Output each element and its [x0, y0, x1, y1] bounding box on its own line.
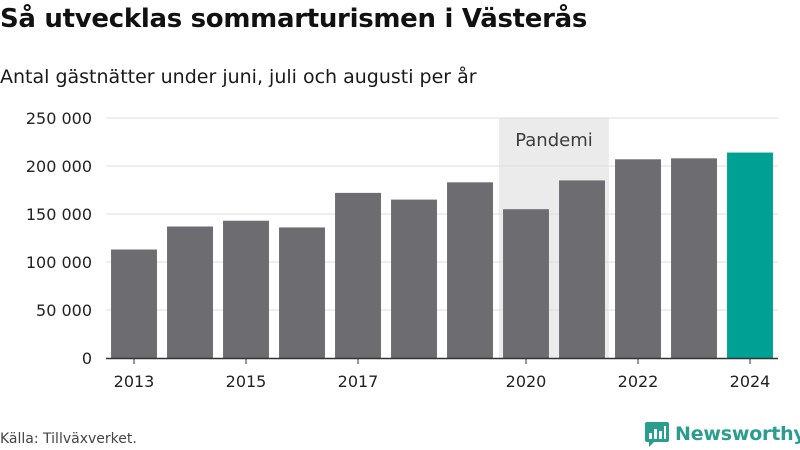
y-tick-label: 150 000: [26, 205, 92, 224]
chart-title: Så utvecklas sommarturismen i Västerås: [0, 4, 588, 34]
bar-2017: [335, 192, 381, 358]
brand-name: Newsworthy: [675, 423, 800, 445]
bar-2020: [503, 209, 549, 358]
bar-2016: [279, 227, 325, 358]
bar-2022: [615, 159, 661, 358]
x-tick-label: 2015: [226, 372, 267, 391]
bar-2018: [391, 199, 437, 358]
y-tick-label: 100 000: [26, 253, 92, 272]
bar-2014: [167, 226, 213, 358]
y-tick-label: 200 000: [26, 157, 92, 176]
x-tick-label: 2017: [338, 372, 379, 391]
x-tick-label: 2022: [618, 372, 659, 391]
bar-2013: [111, 249, 157, 358]
x-tick-label: 2020: [506, 372, 547, 391]
bar-2021: [559, 180, 605, 358]
x-tick-label: 2013: [114, 372, 155, 391]
y-tick-label: 50 000: [36, 301, 92, 320]
x-tick-label: 2024: [730, 372, 771, 391]
chart-subtitle: Antal gästnätter under juni, juli och au…: [0, 66, 477, 88]
y-tick-label: 250 000: [26, 109, 92, 128]
bar-2024: [727, 152, 773, 358]
newsworthy-logo-icon: [645, 422, 669, 447]
bar-2019: [447, 182, 493, 358]
bar-2015: [223, 220, 269, 358]
source-note: Källa: Tillväxverket.: [0, 431, 137, 447]
annotation-label: Pandemi: [515, 130, 593, 151]
bar-2023: [671, 158, 717, 358]
y-tick-label: 0: [82, 349, 92, 368]
brand-logo: Newsworthy: [645, 421, 800, 447]
